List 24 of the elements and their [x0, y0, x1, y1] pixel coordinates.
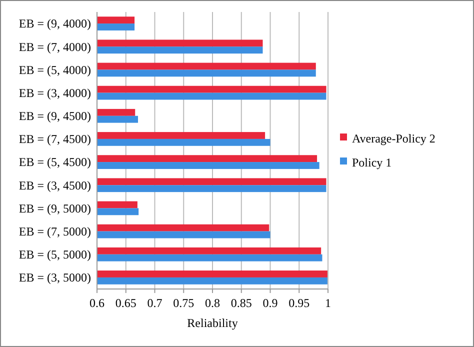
x-tick-label: 0.9	[262, 296, 278, 310]
x-tick-label: 0.7	[147, 296, 162, 310]
y-tick-label: EB = (3, 4500)	[18, 178, 92, 192]
y-tick-label: EB = (7, 5000)	[18, 224, 92, 238]
y-tick-label: EB = (7, 4500)	[18, 132, 92, 146]
y-tick-label: EB = (5, 4000)	[18, 62, 92, 77]
x-tick-label: 0.95	[288, 296, 310, 310]
y-tick-label: EB = (7, 4000)	[18, 40, 92, 54]
x-tick-label: 0.75	[173, 296, 194, 310]
y-tick-label: EB = (5, 4500)	[18, 155, 92, 170]
y-tick-label: EB = (3, 4000)	[18, 86, 92, 100]
legend-label: Average-Policy 2	[352, 132, 436, 146]
x-tick-label: 1	[325, 296, 331, 310]
x-tick-label: 0.65	[115, 296, 136, 310]
x-axis-title: Reliability	[187, 316, 238, 330]
y-tick-label: EB = (5, 5000)	[18, 248, 92, 262]
y-tick-label: EB = (3, 5000)	[18, 270, 92, 285]
legend-label: Policy 1	[352, 156, 392, 170]
y-tick-label: EB = (9, 4000)	[18, 16, 92, 31]
y-tick-label: EB = (9, 4500)	[18, 109, 92, 124]
x-tick-label: 0.8	[205, 296, 220, 310]
x-tick-label: 0.6	[90, 296, 104, 310]
y-tick-label: EB = (9, 5000)	[18, 201, 92, 216]
x-tick-label: 0.85	[230, 296, 252, 310]
